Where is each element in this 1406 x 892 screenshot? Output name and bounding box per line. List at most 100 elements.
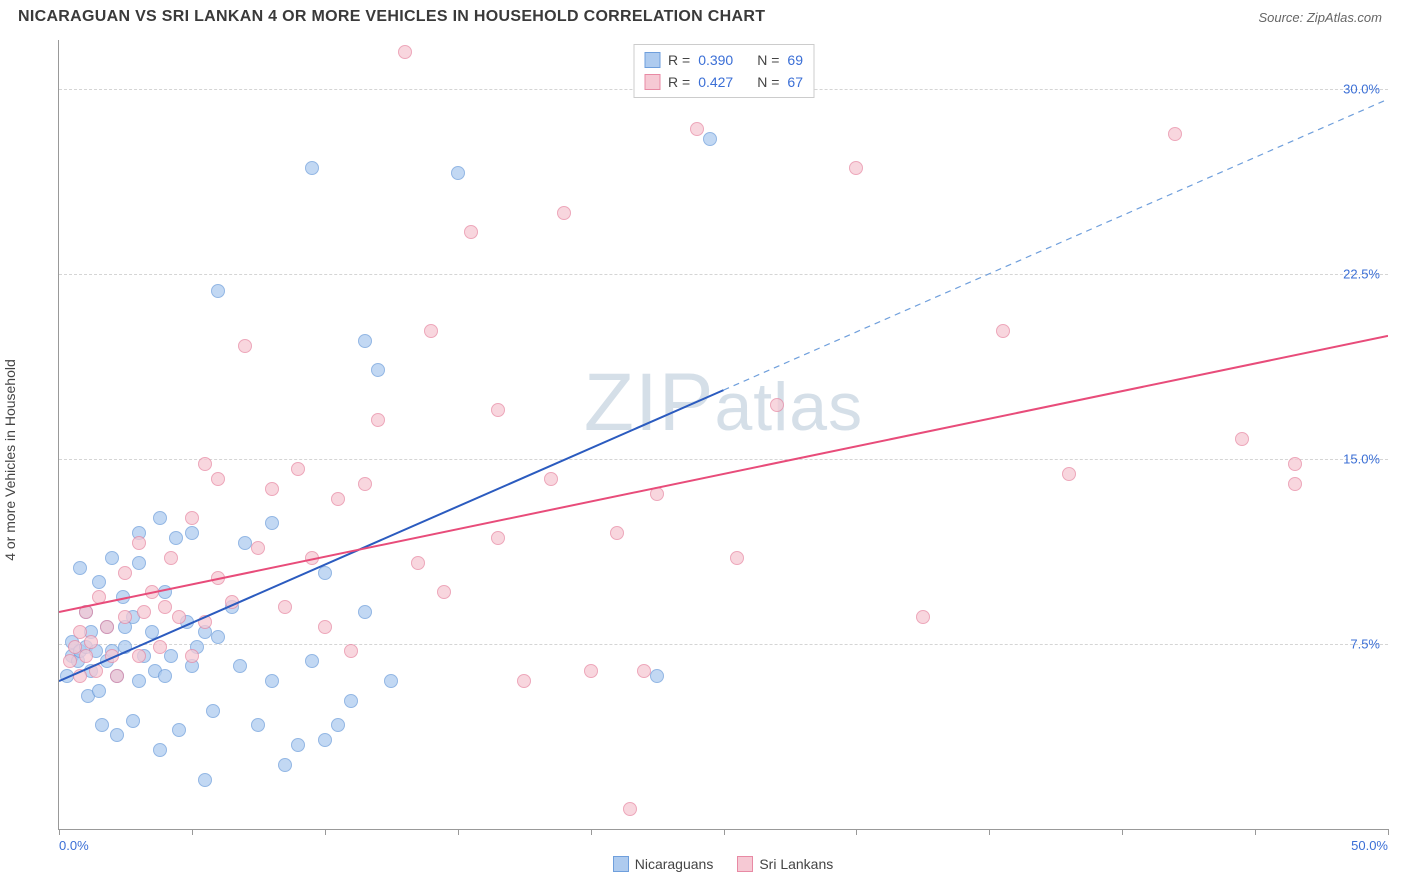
data-point bbox=[1235, 432, 1249, 446]
data-point bbox=[132, 556, 146, 570]
plot-area: R = 0.390 N = 69 R = 0.427 N = 67 ZIPatl… bbox=[58, 40, 1388, 830]
watermark: ZIPatlas bbox=[584, 356, 863, 450]
data-point bbox=[145, 625, 159, 639]
data-point bbox=[158, 669, 172, 683]
data-point bbox=[344, 694, 358, 708]
data-point bbox=[105, 649, 119, 663]
data-point bbox=[996, 324, 1010, 338]
data-point bbox=[916, 610, 930, 624]
data-point bbox=[172, 723, 186, 737]
data-point bbox=[623, 802, 637, 816]
data-point bbox=[291, 738, 305, 752]
y-tick-label: 7.5% bbox=[1350, 637, 1380, 652]
data-point bbox=[238, 536, 252, 550]
data-point bbox=[730, 551, 744, 565]
data-point bbox=[265, 516, 279, 530]
data-point bbox=[1062, 467, 1076, 481]
data-point bbox=[318, 620, 332, 634]
data-point bbox=[1288, 477, 1302, 491]
data-point bbox=[153, 743, 167, 757]
data-point bbox=[153, 511, 167, 525]
x-tick bbox=[192, 829, 193, 835]
data-point bbox=[185, 526, 199, 540]
gridline bbox=[59, 459, 1388, 460]
chart-title: NICARAGUAN VS SRI LANKAN 4 OR MORE VEHIC… bbox=[18, 8, 765, 26]
stats-legend: R = 0.390 N = 69 R = 0.427 N = 67 bbox=[633, 44, 814, 98]
data-point bbox=[491, 531, 505, 545]
data-point bbox=[650, 669, 664, 683]
data-point bbox=[89, 664, 103, 678]
series-swatch-icon bbox=[644, 74, 660, 90]
data-point bbox=[132, 649, 146, 663]
data-point bbox=[145, 585, 159, 599]
data-point bbox=[73, 561, 87, 575]
data-point bbox=[233, 659, 247, 673]
data-point bbox=[185, 511, 199, 525]
data-point bbox=[169, 531, 183, 545]
x-tick bbox=[856, 829, 857, 835]
data-point bbox=[116, 590, 130, 604]
data-point bbox=[358, 334, 372, 348]
data-point bbox=[92, 590, 106, 604]
data-point bbox=[278, 758, 292, 772]
data-point bbox=[517, 674, 531, 688]
data-point bbox=[544, 472, 558, 486]
data-point bbox=[557, 206, 571, 220]
data-point bbox=[105, 551, 119, 565]
data-point bbox=[164, 551, 178, 565]
series-legend: Nicaraguans Sri Lankans bbox=[58, 856, 1388, 872]
x-tick-label: 0.0% bbox=[59, 838, 89, 853]
series-swatch-icon bbox=[644, 52, 660, 68]
data-point bbox=[60, 669, 74, 683]
data-point bbox=[451, 166, 465, 180]
data-point bbox=[206, 704, 220, 718]
x-tick bbox=[458, 829, 459, 835]
data-point bbox=[278, 600, 292, 614]
y-tick-label: 22.5% bbox=[1343, 267, 1380, 282]
data-point bbox=[1168, 127, 1182, 141]
data-point bbox=[358, 605, 372, 619]
data-point bbox=[371, 413, 385, 427]
data-point bbox=[137, 605, 151, 619]
data-point bbox=[344, 644, 358, 658]
data-point bbox=[211, 571, 225, 585]
x-tick bbox=[59, 829, 60, 835]
data-point bbox=[211, 630, 225, 644]
data-point bbox=[464, 225, 478, 239]
data-point bbox=[584, 664, 598, 678]
data-point bbox=[79, 649, 93, 663]
data-point bbox=[384, 674, 398, 688]
data-point bbox=[770, 398, 784, 412]
data-point bbox=[437, 585, 451, 599]
data-point bbox=[132, 674, 146, 688]
chart-area: 4 or more Vehicles in Household R = 0.39… bbox=[18, 40, 1388, 880]
data-point bbox=[318, 733, 332, 747]
data-point bbox=[198, 457, 212, 471]
data-point bbox=[251, 718, 265, 732]
data-point bbox=[211, 472, 225, 486]
data-point bbox=[153, 640, 167, 654]
x-tick bbox=[325, 829, 326, 835]
data-point bbox=[610, 526, 624, 540]
data-point bbox=[305, 654, 319, 668]
data-point bbox=[358, 477, 372, 491]
stats-row: R = 0.390 N = 69 bbox=[644, 49, 803, 71]
data-point bbox=[411, 556, 425, 570]
data-point bbox=[100, 620, 114, 634]
gridline bbox=[59, 274, 1388, 275]
data-point bbox=[265, 674, 279, 688]
data-point bbox=[110, 669, 124, 683]
data-point bbox=[225, 595, 239, 609]
data-point bbox=[690, 122, 704, 136]
data-point bbox=[491, 403, 505, 417]
y-tick-label: 15.0% bbox=[1343, 452, 1380, 467]
data-point bbox=[79, 605, 93, 619]
legend-swatch-icon bbox=[737, 856, 753, 872]
stats-row: R = 0.427 N = 67 bbox=[644, 71, 803, 93]
data-point bbox=[63, 654, 77, 668]
data-point bbox=[305, 551, 319, 565]
data-point bbox=[172, 610, 186, 624]
data-point bbox=[398, 45, 412, 59]
gridline bbox=[59, 644, 1388, 645]
data-point bbox=[650, 487, 664, 501]
